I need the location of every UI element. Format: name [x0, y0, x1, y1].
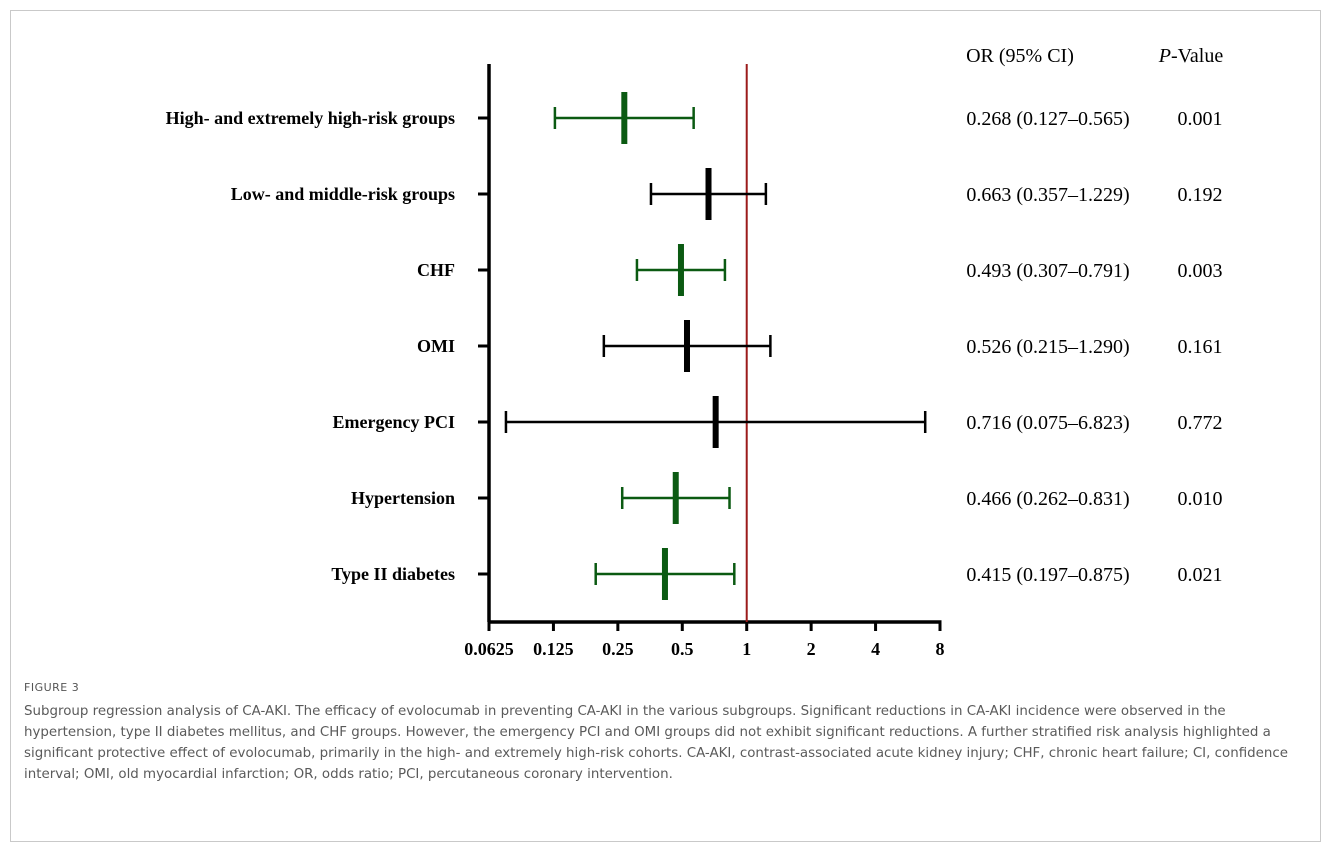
subgroup-row: CHF 0.493 (0.307–0.791) 0.003 [417, 244, 1223, 296]
forest-plot: High- and extremely high-risk groups 0.26… [166, 45, 1224, 659]
x-tick-label: 1 [742, 639, 751, 659]
subgroup-row: Type II diabetes 0.415 (0.197–0.875) 0.021 [331, 548, 1223, 600]
subgroup-row: Emergency PCI 0.716 (0.075–6.823) 0.772 [333, 396, 1223, 448]
x-axis-ticks: 0.0625 0.125 0.25 0.5 1 2 4 8 [464, 622, 945, 659]
p-value: 0.003 [1178, 260, 1223, 282]
or-ci-value: 0.466 (0.262–0.831) [966, 488, 1129, 510]
subgroup-row: High- and extremely high-risk groups 0.26… [166, 92, 1223, 144]
subgroup-row: OMI 0.526 (0.215–1.290) 0.161 [417, 320, 1223, 372]
figure-caption: Subgroup regression analysis of CA-AKI. … [24, 704, 1288, 782]
or-ci-value: 0.526 (0.215–1.290) [966, 336, 1129, 358]
subgroup-label: OMI [417, 336, 455, 356]
or-column-header: OR (95% CI) [966, 45, 1074, 67]
x-tick-label: 0.125 [533, 639, 574, 659]
subgroup-label: Low- and middle-risk groups [231, 184, 455, 204]
figure-label: FIGURE 3 [24, 681, 80, 694]
or-ci-value: 0.663 (0.357–1.229) [966, 184, 1129, 206]
x-tick-label: 8 [936, 639, 945, 659]
p-value-column-header: P-Value [1158, 45, 1224, 67]
p-value: 0.010 [1178, 488, 1223, 510]
p-value: 0.772 [1178, 412, 1223, 434]
subgroup-label: CHF [417, 260, 455, 280]
p-value: 0.021 [1178, 564, 1223, 586]
subgroup-label: High- and extremely high-risk groups [166, 108, 455, 128]
p-value: 0.192 [1178, 184, 1223, 206]
axes [487, 64, 942, 624]
subgroup-label: Emergency PCI [333, 412, 455, 432]
x-tick-label: 0.0625 [464, 639, 514, 659]
x-tick-label: 0.5 [671, 639, 694, 659]
column-headers: OR (95% CI) P-Value [966, 45, 1223, 67]
p-value: 0.001 [1178, 108, 1223, 130]
subgroup-row: Low- and middle-risk groups 0.663 (0.357–… [231, 168, 1223, 220]
x-tick-label: 4 [871, 639, 880, 659]
subgroup-label: Type II diabetes [331, 564, 455, 584]
or-ci-value: 0.493 (0.307–0.791) [966, 260, 1129, 282]
or-ci-value: 0.415 (0.197–0.875) [966, 564, 1129, 586]
x-tick-label: 2 [807, 639, 816, 659]
subgroup-rows: High- and extremely high-risk groups 0.26… [166, 92, 1223, 600]
figure-frame [10, 10, 1321, 842]
or-ci-value: 0.268 (0.127–0.565) [966, 108, 1129, 130]
p-value: 0.161 [1178, 336, 1223, 358]
subgroup-row: Hypertension 0.466 (0.262–0.831) 0.010 [351, 472, 1223, 524]
x-tick-label: 0.25 [602, 639, 634, 659]
or-ci-value: 0.716 (0.075–6.823) [966, 412, 1129, 434]
subgroup-label: Hypertension [351, 488, 455, 508]
